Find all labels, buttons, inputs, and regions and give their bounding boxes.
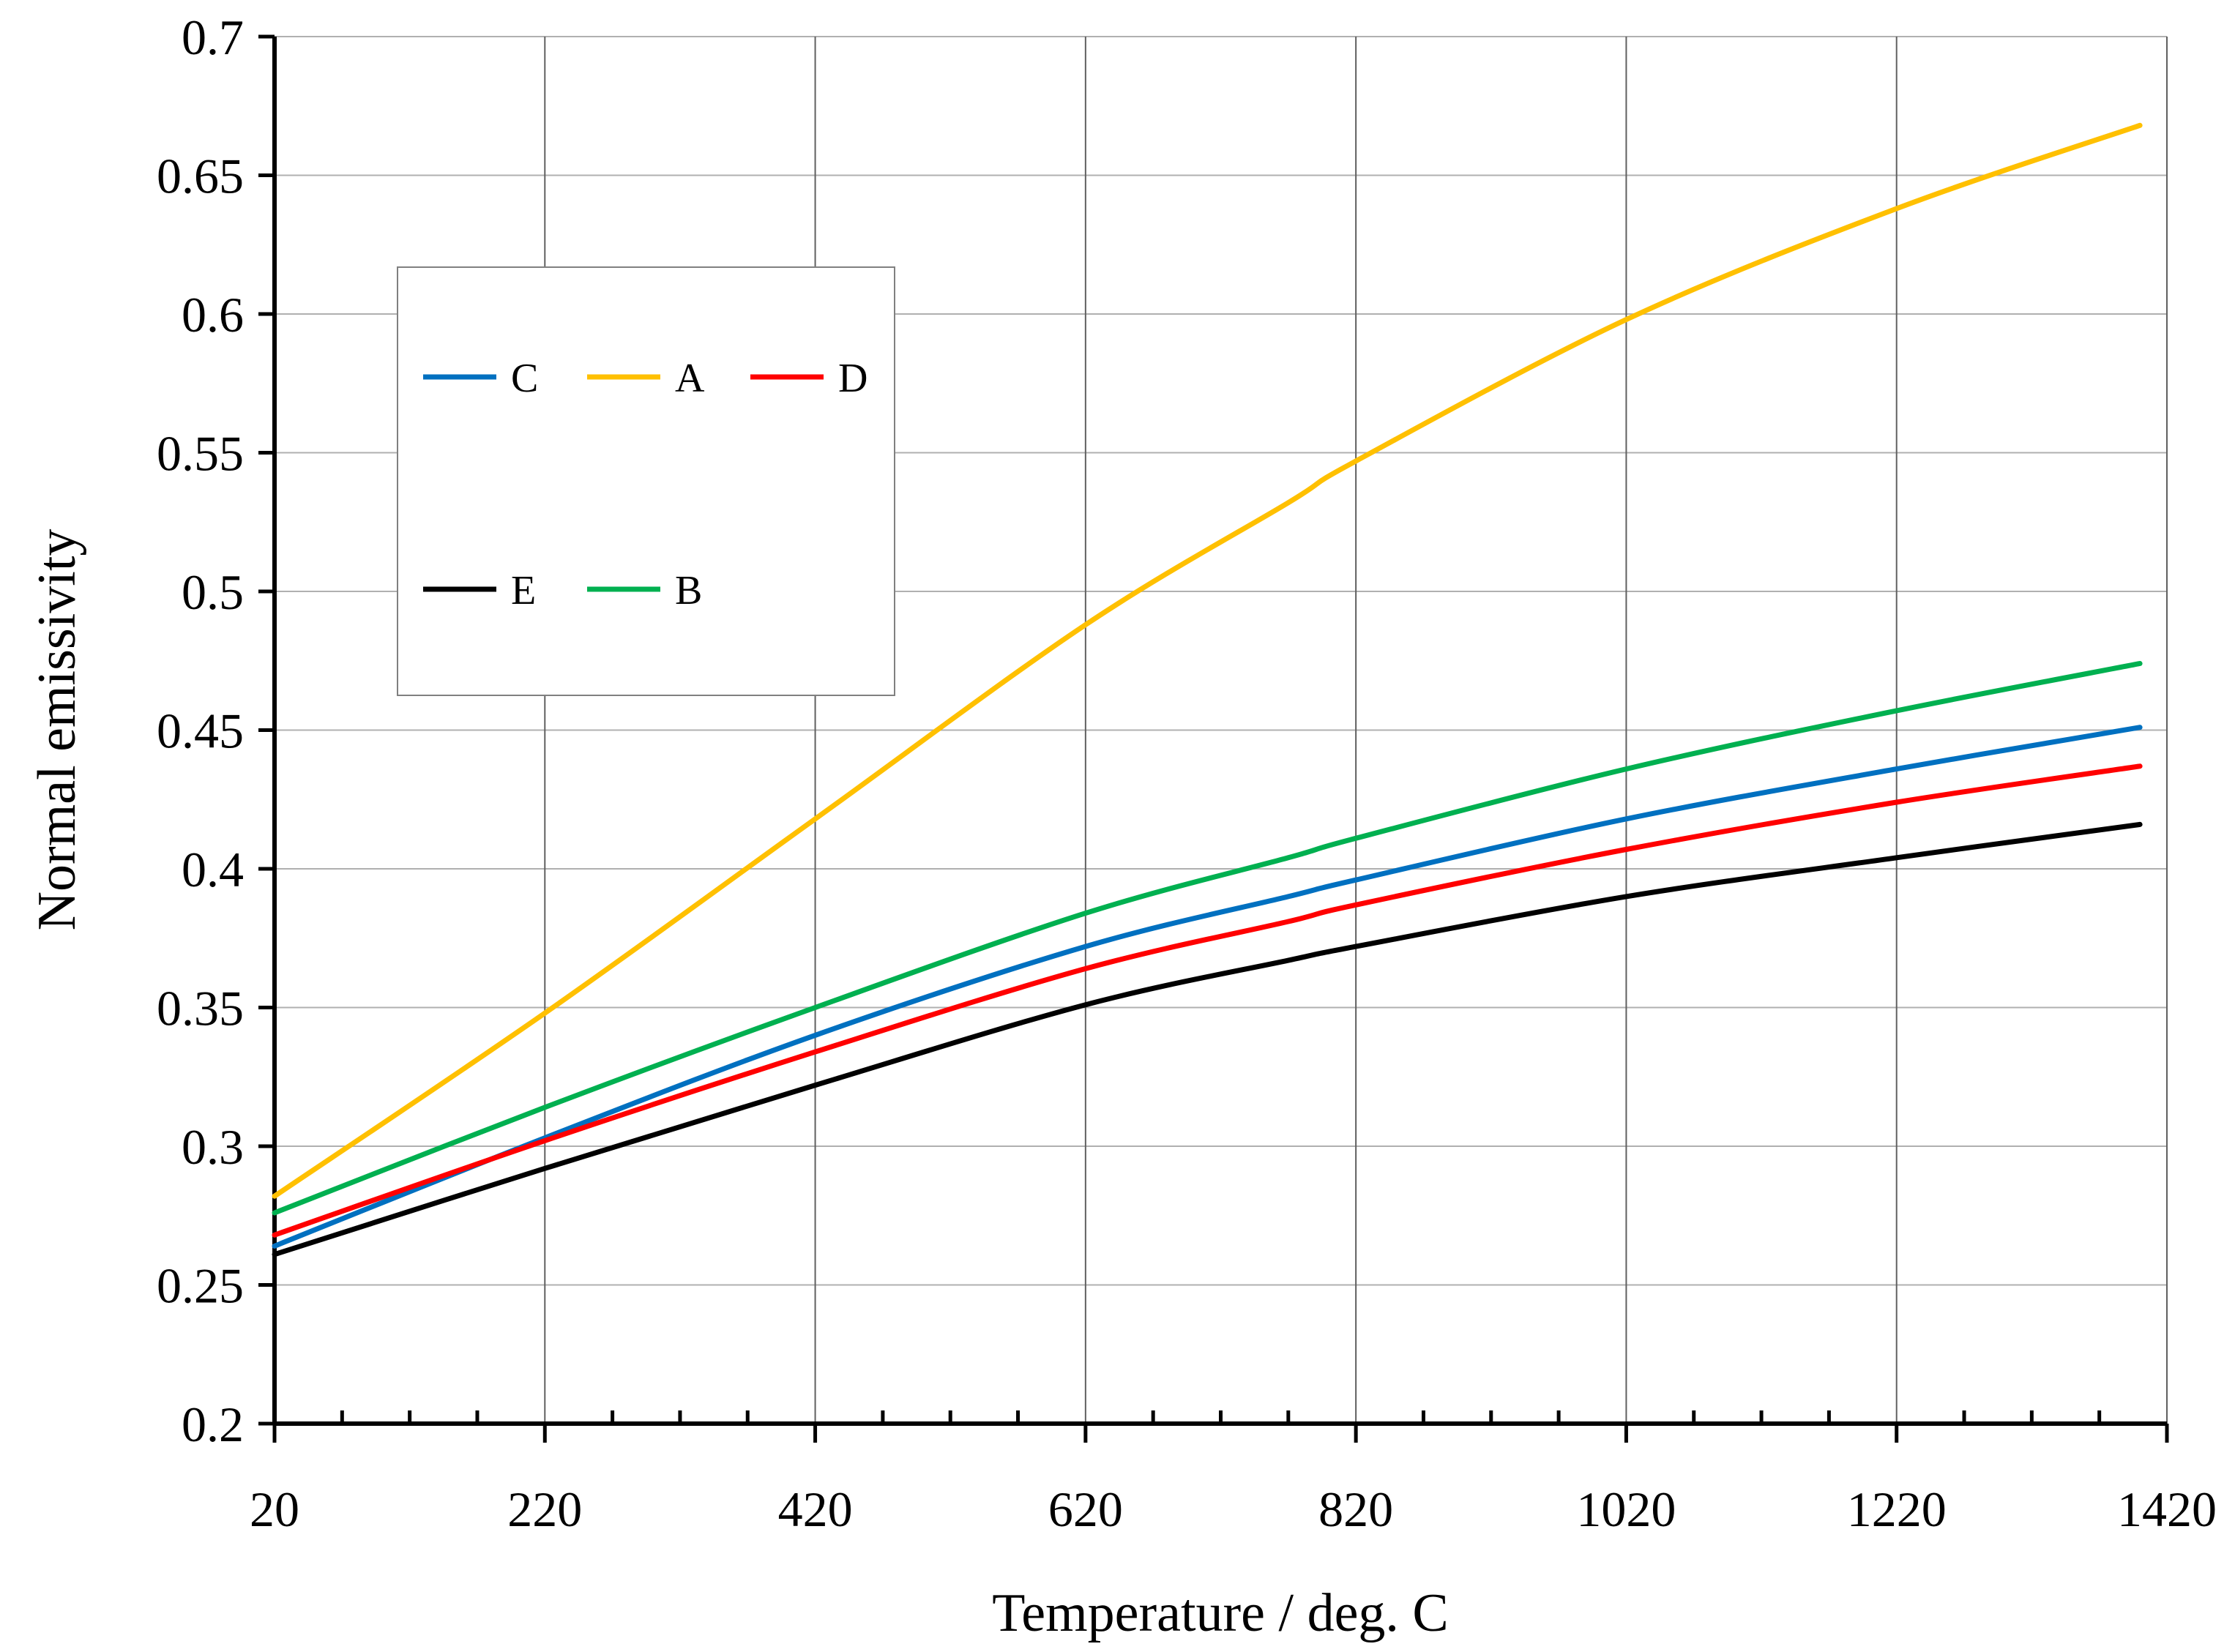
y-axis-title: Normal emissivity: [27, 529, 87, 931]
y-tick-label: 0.25: [157, 1258, 244, 1314]
grid-lines: [275, 36, 2168, 1424]
y-tick-label: 0.2: [182, 1397, 244, 1452]
x-tick-label: 220: [507, 1481, 582, 1537]
legend-label-A: A: [675, 356, 705, 401]
y-tick-label: 0.65: [157, 149, 244, 204]
x-tick-label: 1420: [2117, 1481, 2217, 1537]
x-tick-label: 1220: [1847, 1481, 1947, 1537]
legend-item-B: B: [587, 568, 702, 613]
legend-label-C: C: [511, 356, 538, 401]
legend-item-A: A: [587, 356, 705, 401]
x-axis-title: Temperature / deg. C: [992, 1583, 1449, 1643]
y-tick-label: 0.5: [182, 564, 244, 620]
axes: [272, 37, 2167, 1426]
y-tick-label: 0.45: [157, 703, 244, 759]
legend-box: [397, 266, 895, 696]
legend-item-E: E: [423, 568, 536, 613]
x-tick-label: 620: [1048, 1481, 1123, 1537]
legend-label-D: D: [838, 356, 867, 401]
legend-item-C: C: [423, 356, 538, 401]
series-line-A: [272, 122, 2143, 1199]
y-tick-label: 0.3: [182, 1119, 244, 1175]
legend: C A D E B: [397, 266, 895, 696]
x-tick-label: 1020: [1576, 1481, 1676, 1537]
y-tick-label: 0.35: [157, 981, 244, 1036]
y-tick-label: 0.4: [182, 842, 244, 897]
legend-item-D: D: [750, 356, 867, 401]
x-tick-label: 20: [250, 1481, 299, 1537]
series-line-B: [272, 661, 2143, 1216]
y-tick-label: 0.7: [182, 10, 244, 65]
legend-items: C A D E B: [423, 356, 867, 613]
x-tick-label: 420: [778, 1481, 853, 1537]
legend-label-B: B: [675, 568, 702, 613]
series-line-C: [272, 725, 2143, 1249]
x-tick-label: 820: [1318, 1481, 1393, 1537]
legend-label-E: E: [511, 568, 536, 613]
tick-labels: 0.2 0.25 0.3 0.35 0.4 0.45 0.5 0.55 0.6 0.65 0.7 20…: [157, 10, 2217, 1537]
series-lines: [272, 122, 2143, 1257]
series-line-E: [272, 821, 2143, 1257]
y-tick-label: 0.55: [157, 426, 244, 482]
y-tick-label: 0.6: [182, 287, 244, 343]
series-line-D: [272, 763, 2143, 1238]
